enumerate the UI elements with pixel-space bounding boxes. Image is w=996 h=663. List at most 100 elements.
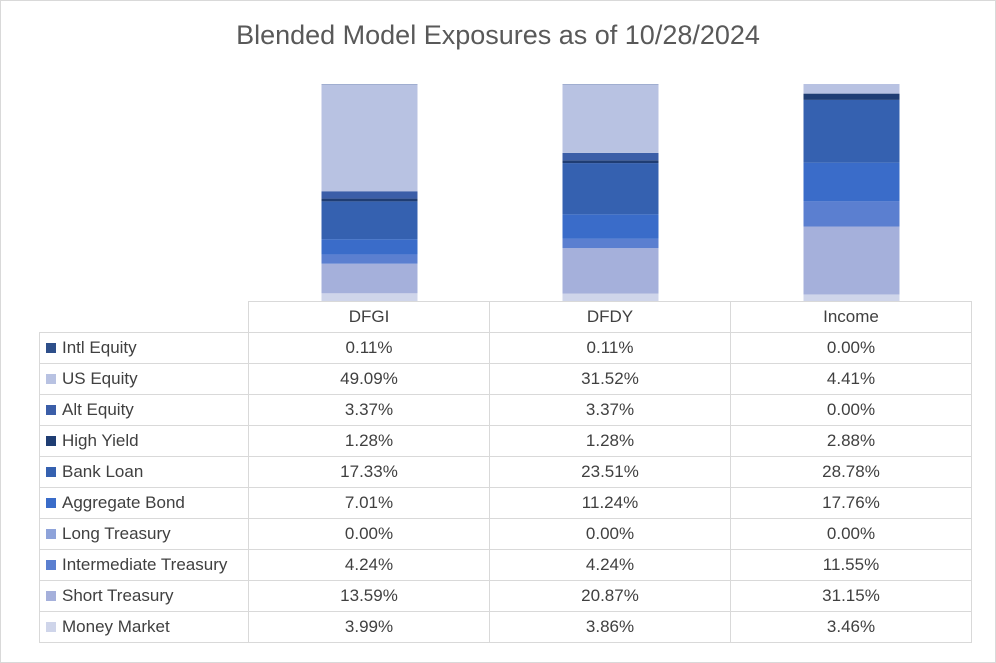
bar-segment-money-market: [803, 294, 900, 302]
table-row: Short Treasury 13.59% 20.87% 31.15%: [39, 580, 972, 612]
bar-segment-short-treasury: [803, 226, 900, 295]
table-cell: 1.28%: [489, 425, 731, 457]
table-cell: 7.01%: [248, 487, 490, 519]
row-label-text: High Yield: [62, 431, 139, 450]
chart-title: Blended Model Exposures as of 10/28/2024: [236, 20, 760, 50]
row-label-text: Intermediate Treasury: [62, 555, 228, 574]
bar-segment-aggregate-bond: [803, 162, 900, 202]
table-cell: 13.59%: [248, 580, 490, 612]
table-cell: 0.00%: [730, 332, 972, 364]
table-cell: 0.00%: [248, 518, 490, 550]
table-row: Intermediate Treasury 4.24% 4.24% 11.55%: [39, 549, 972, 581]
legend-key-swatch: [46, 374, 56, 384]
bar-segment-intermediate-treasury: [562, 238, 659, 249]
legend-key-swatch: [46, 436, 56, 446]
legend-key-swatch: [46, 405, 56, 415]
bar-segment-us-equity: [562, 84, 659, 153]
table-cell: 0.11%: [489, 332, 731, 364]
bar-segment-short-treasury: [321, 263, 418, 294]
table-cell: 28.78%: [730, 456, 972, 488]
table-cell: 31.15%: [730, 580, 972, 612]
bar-segment-short-treasury: [562, 248, 659, 294]
table-cell: 23.51%: [489, 456, 731, 488]
legend-key-swatch: [46, 560, 56, 570]
row-label: Money Market: [39, 611, 249, 643]
row-label: Aggregate Bond: [39, 487, 249, 519]
table-cell: 3.46%: [730, 611, 972, 643]
row-label: US Equity: [39, 363, 249, 395]
bar-segment-high-yield: [803, 93, 900, 100]
table-row: Bank Loan 17.33% 23.51% 28.78%: [39, 456, 972, 488]
table-cell: 3.37%: [489, 394, 731, 426]
table-cell: 4.41%: [730, 363, 972, 395]
bar-segment-alt-equity: [321, 191, 418, 199]
legend-key-swatch: [46, 529, 56, 539]
table-cell: 17.76%: [730, 487, 972, 519]
bar-segment-intermediate-treasury: [803, 201, 900, 227]
bar-segment-alt-equity: [562, 152, 659, 161]
row-label: High Yield: [39, 425, 249, 457]
legend-key-swatch: [46, 591, 56, 601]
row-label-text: Aggregate Bond: [62, 493, 185, 512]
row-label: Alt Equity: [39, 394, 249, 426]
table-cell: 4.24%: [489, 549, 731, 581]
legend-key-swatch: [46, 498, 56, 508]
table-row: Long Treasury 0.00% 0.00% 0.00%: [39, 518, 972, 550]
row-label-text: Long Treasury: [62, 524, 171, 543]
row-label: Intermediate Treasury: [39, 549, 249, 581]
table-cell: 0.00%: [730, 394, 972, 426]
bar-segment-aggregate-bond: [562, 214, 659, 239]
bar-segment-intermediate-treasury: [321, 254, 418, 264]
row-label: Long Treasury: [39, 518, 249, 550]
table-cell: 2.88%: [730, 425, 972, 457]
bar-segment-us-equity: [803, 84, 900, 94]
table-cell: 3.37%: [248, 394, 490, 426]
row-label: Short Treasury: [39, 580, 249, 612]
row-label-text: Money Market: [62, 617, 170, 636]
legend-key-swatch: [46, 467, 56, 477]
table-cell: 17.33%: [248, 456, 490, 488]
legend-key-swatch: [46, 343, 56, 353]
bar-segment-us-equity: [321, 84, 418, 192]
row-label: Bank Loan: [39, 456, 249, 488]
row-label-text: Alt Equity: [62, 400, 134, 419]
table-row: Money Market 3.99% 3.86% 3.46%: [39, 611, 972, 643]
table-row: Alt Equity 3.37% 3.37% 0.00%: [39, 394, 972, 426]
table-corner: [39, 301, 249, 333]
table-cell: 0.11%: [248, 332, 490, 364]
bar-segment-money-market: [321, 293, 418, 302]
row-label-text: Short Treasury: [62, 586, 174, 605]
table-cell: 0.00%: [489, 518, 731, 550]
table-cell: 49.09%: [248, 363, 490, 395]
table-cell: 4.24%: [248, 549, 490, 581]
table-cell: 3.99%: [248, 611, 490, 643]
table-cell: 1.28%: [248, 425, 490, 457]
bar-segment-high-yield: [321, 198, 418, 202]
table-row: High Yield 1.28% 1.28% 2.88%: [39, 425, 972, 457]
row-label: Intl Equity: [39, 332, 249, 364]
table-cell: 11.55%: [730, 549, 972, 581]
column-header: DFDY: [489, 301, 731, 333]
table-cell: 3.86%: [489, 611, 731, 643]
table-cell: 11.24%: [489, 487, 731, 519]
bar-segment-bank-loan: [321, 201, 418, 240]
table-row: Aggregate Bond 7.01% 11.24% 17.76%: [39, 487, 972, 519]
table-cell: 31.52%: [489, 363, 731, 395]
row-label-text: Bank Loan: [62, 462, 144, 481]
legend-key-swatch: [46, 622, 56, 632]
column-header: Income: [730, 301, 972, 333]
bar-segment-aggregate-bond: [321, 239, 418, 255]
table-row: US Equity 49.09% 31.52% 4.41%: [39, 363, 972, 395]
row-label-text: US Equity: [62, 369, 138, 388]
bar-segment-bank-loan: [803, 99, 900, 163]
table-row: Intl Equity 0.11% 0.11% 0.00%: [39, 332, 972, 364]
data-table: DFGI DFDY Income Intl Equity 0.11% 0.11% 0.…: [39, 301, 972, 643]
table-header-row: DFGI DFDY Income: [39, 301, 972, 333]
row-label-text: Intl Equity: [62, 338, 137, 357]
bar-segment-money-market: [562, 293, 659, 302]
bar-segment-bank-loan: [562, 163, 659, 215]
column-header: DFGI: [248, 301, 490, 333]
bar-segment-high-yield: [562, 160, 659, 164]
table-cell: 0.00%: [730, 518, 972, 550]
